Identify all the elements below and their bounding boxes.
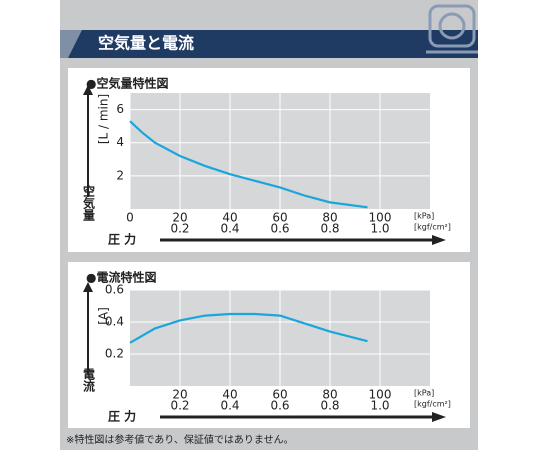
x-arrow-head <box>432 412 446 422</box>
x2-tick-label: 0.6 <box>270 222 289 236</box>
x2-tick-label: 1.0 <box>370 399 389 413</box>
header-title: 空気量と電流 <box>98 34 194 53</box>
x-tick-label: 80 <box>322 388 337 402</box>
y-tick-label: 0.4 <box>105 315 124 329</box>
y-arrow-head <box>83 85 93 95</box>
header-band <box>60 30 478 58</box>
x-tick-label: 40 <box>222 211 237 225</box>
header-accent <box>60 30 82 58</box>
x-tick-label: 100 <box>369 211 392 225</box>
x-tick-label: 20 <box>172 211 187 225</box>
x2-unit: [kgf/cm²] <box>414 400 451 409</box>
x-tick-label: 80 <box>322 211 337 225</box>
x-tick-label: 100 <box>369 388 392 402</box>
x2-tick-label: 0.8 <box>320 399 339 413</box>
x-tick-label: 40 <box>222 388 237 402</box>
data-line <box>129 312 368 344</box>
chart-title: ●電流特性図 <box>86 270 156 285</box>
x2-tick-label: 0.6 <box>270 399 289 413</box>
y-tick-label: 4 <box>116 135 124 149</box>
x-tick-label: 0 <box>126 211 134 225</box>
y-caption: 電流 <box>82 368 96 393</box>
x2-tick-label: 0.8 <box>320 222 339 236</box>
y-arrow-head <box>83 282 93 292</box>
y-tick-label: 2 <box>116 168 124 182</box>
x-unit: [kPa] <box>414 212 434 221</box>
y-tick-label: 6 <box>116 102 124 116</box>
x-tick-label: 60 <box>272 211 287 225</box>
y-axis-label: [L / min] <box>97 94 111 144</box>
x2-tick-label: 0.4 <box>220 399 239 413</box>
y-axis-label: [A] <box>97 307 111 325</box>
y-tick-label: 0.6 <box>105 283 124 297</box>
data-line <box>129 120 368 209</box>
x2-tick-label: 0.4 <box>220 222 239 236</box>
x-tick-label: 60 <box>272 388 287 402</box>
x2-unit: [kgf/cm²] <box>414 223 451 232</box>
y-tick-label: 0.2 <box>105 347 124 361</box>
x-axis-label: 圧 力 <box>108 409 136 424</box>
chart-title: ●空気量特性図 <box>86 76 168 91</box>
pump-icon <box>426 4 478 54</box>
x-tick-label: 20 <box>172 388 187 402</box>
x-arrow-head <box>432 235 446 245</box>
x-axis-label: 圧 力 <box>108 232 136 247</box>
x2-tick-label: 0.2 <box>170 399 189 413</box>
x2-tick-label: 1.0 <box>370 222 389 236</box>
footnote: ※特性図は参考値であり、保証値ではありません。 <box>66 433 294 446</box>
x-unit: [kPa] <box>414 389 434 398</box>
y-caption: 空気量 <box>82 184 96 221</box>
x2-tick-label: 0.2 <box>170 222 189 236</box>
